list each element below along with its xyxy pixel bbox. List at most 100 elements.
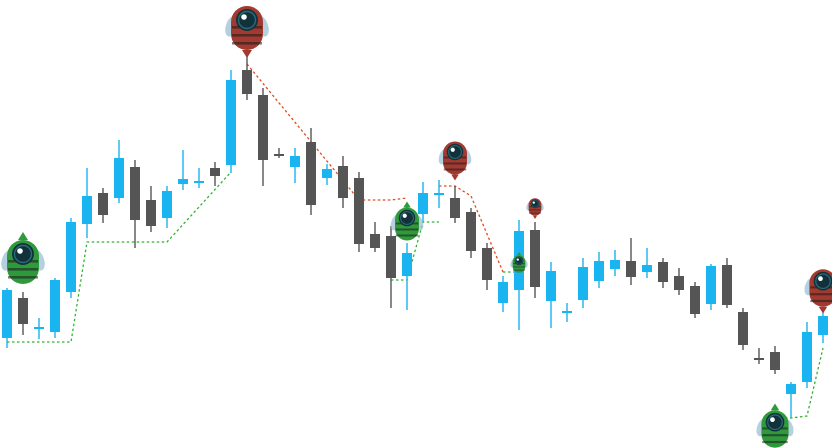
bot-eye-glint bbox=[17, 248, 23, 254]
candle-body bbox=[466, 212, 476, 251]
candle-body bbox=[226, 80, 236, 165]
candle-bearish bbox=[658, 258, 668, 288]
candle-body bbox=[754, 358, 764, 360]
candle-bearish bbox=[450, 186, 460, 223]
candle-body bbox=[498, 282, 508, 303]
bot-pointer bbox=[517, 252, 521, 256]
candle-body bbox=[306, 142, 316, 205]
candle-body bbox=[482, 248, 492, 280]
candle-bullish bbox=[578, 258, 588, 308]
candle-bullish bbox=[802, 322, 812, 388]
candle-bullish bbox=[402, 243, 412, 310]
bot-eye-ring bbox=[237, 10, 257, 30]
bot-eye-glint bbox=[516, 258, 519, 261]
candle-bearish bbox=[738, 308, 748, 350]
candle-bearish bbox=[98, 188, 108, 223]
bot-pointer bbox=[403, 201, 411, 208]
candle-body bbox=[770, 352, 780, 370]
bot-eye bbox=[446, 143, 464, 161]
candle-body bbox=[642, 265, 652, 272]
candle-bullish bbox=[642, 248, 652, 278]
bot-stripe bbox=[443, 168, 467, 171]
candle-bullish bbox=[194, 168, 204, 188]
candle-bullish bbox=[418, 182, 428, 222]
candle-bullish bbox=[2, 288, 12, 348]
candle-body bbox=[562, 311, 572, 313]
bearish-bot-icon bbox=[526, 198, 544, 219]
candle-body bbox=[722, 265, 732, 305]
candle-body bbox=[626, 261, 636, 277]
bot-stripe bbox=[762, 434, 788, 437]
bot-eye-ring bbox=[531, 200, 539, 208]
candle-bullish bbox=[562, 303, 572, 322]
candle-body bbox=[194, 181, 204, 183]
bot-stripe bbox=[8, 276, 38, 279]
candle-bullish bbox=[498, 276, 508, 312]
candle-body bbox=[130, 167, 140, 220]
bot-stripe bbox=[513, 269, 525, 271]
candle-body bbox=[738, 312, 748, 345]
candle-body bbox=[386, 236, 396, 278]
candle-bullish bbox=[514, 220, 524, 330]
candle-bullish bbox=[178, 150, 188, 190]
bot-eye bbox=[398, 209, 416, 227]
candle-body bbox=[290, 156, 300, 167]
bot-stripe bbox=[395, 234, 419, 237]
bot-eye-ring bbox=[815, 273, 831, 290]
bot-stripe bbox=[443, 162, 467, 165]
candle-body bbox=[162, 191, 172, 218]
candle-body bbox=[18, 298, 28, 324]
bot-pointer bbox=[18, 232, 28, 240]
candle-body bbox=[114, 158, 124, 198]
candle-body bbox=[610, 260, 620, 269]
bot-eye bbox=[514, 256, 524, 266]
candle-bearish bbox=[354, 172, 364, 252]
candle-bullish bbox=[546, 262, 556, 328]
bot-eye bbox=[765, 412, 785, 432]
candle-body bbox=[530, 230, 540, 287]
support-line bbox=[391, 221, 439, 281]
candle-body bbox=[178, 179, 188, 184]
bearish-bot-icon bbox=[225, 6, 269, 58]
support-line bbox=[775, 347, 824, 419]
candles-layer bbox=[2, 53, 828, 418]
bot-eye-ring bbox=[13, 244, 33, 264]
bullish-bot-icon bbox=[390, 201, 424, 241]
candle-body bbox=[818, 316, 828, 335]
candle-body bbox=[66, 222, 76, 292]
candle-body bbox=[146, 200, 156, 226]
bot-eye-glint bbox=[770, 417, 775, 423]
candle-body bbox=[418, 193, 428, 214]
candle-body bbox=[546, 271, 556, 301]
bot-stripe bbox=[810, 299, 832, 303]
bot-pointer bbox=[818, 306, 828, 314]
bot-stripe bbox=[529, 212, 541, 214]
resistance-line bbox=[246, 63, 408, 201]
candle-bearish bbox=[770, 346, 780, 374]
candle-body bbox=[674, 276, 684, 290]
candle-body bbox=[594, 261, 604, 281]
candle-body bbox=[354, 178, 364, 244]
candle-bullish bbox=[162, 186, 172, 228]
candle-body bbox=[658, 262, 668, 282]
candle-bearish bbox=[274, 148, 284, 158]
resistance-line bbox=[439, 185, 504, 273]
bot-eye bbox=[236, 9, 258, 31]
candle-body bbox=[578, 267, 588, 300]
candle-body bbox=[210, 168, 220, 176]
candle-body bbox=[50, 280, 60, 332]
candle-bullish bbox=[594, 252, 604, 288]
bot-eye-glint bbox=[241, 14, 247, 20]
candle-bearish bbox=[338, 156, 348, 208]
candle-bearish bbox=[258, 88, 268, 186]
candle-bearish bbox=[18, 292, 28, 335]
candle-bullish bbox=[322, 164, 332, 185]
candle-body bbox=[2, 290, 12, 338]
candle-bullish bbox=[114, 140, 124, 203]
bot-stripe bbox=[232, 34, 262, 37]
candle-bearish bbox=[386, 226, 396, 308]
bot-eye bbox=[12, 243, 34, 265]
candle-bearish bbox=[530, 222, 540, 298]
